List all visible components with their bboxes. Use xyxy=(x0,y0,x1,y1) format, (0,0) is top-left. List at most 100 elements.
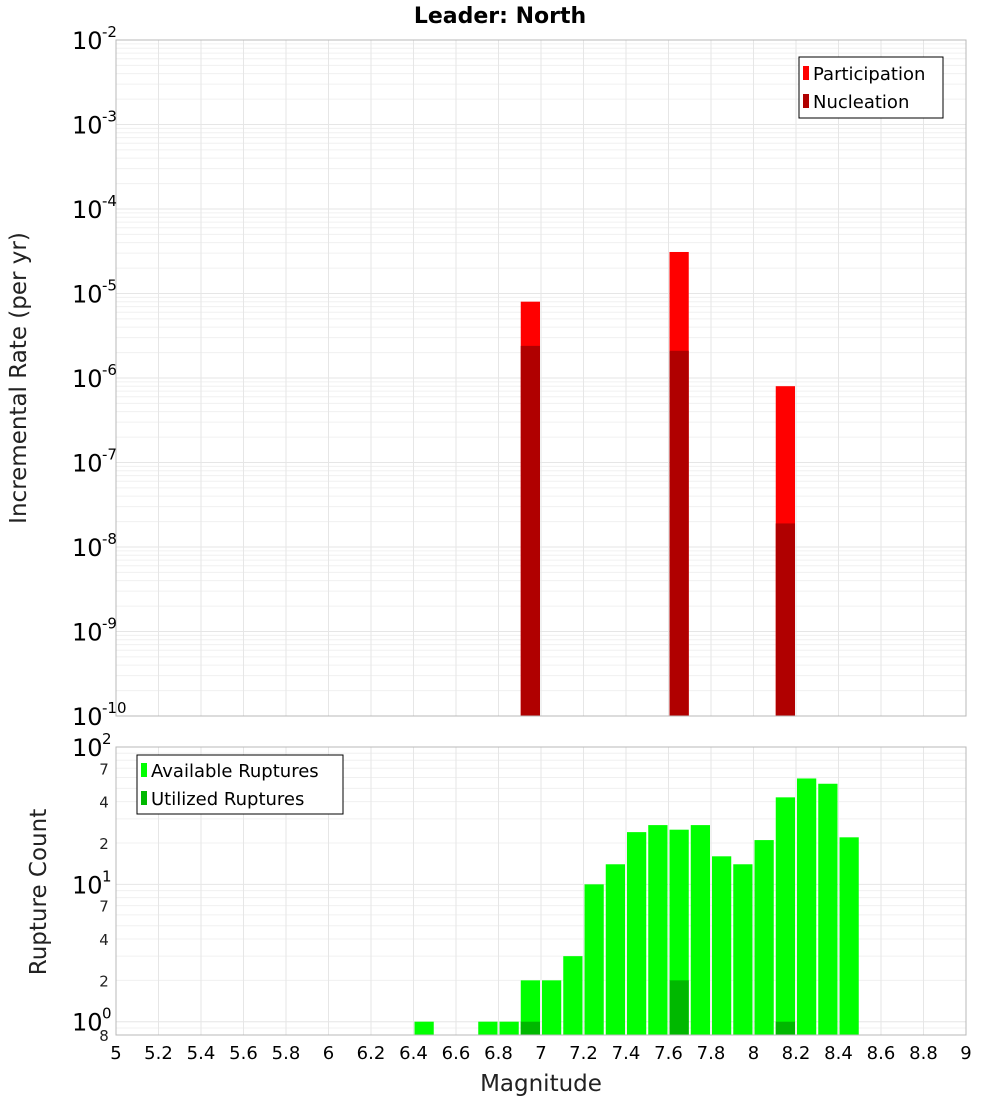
rate-bars xyxy=(520,251,795,717)
available-ruptures-bar xyxy=(690,825,710,1035)
available-ruptures-bar xyxy=(605,864,625,1035)
available-ruptures-bar xyxy=(797,778,817,1035)
utilized-ruptures-bar xyxy=(520,1021,540,1035)
x-tick-label: 7.6 xyxy=(654,1043,683,1064)
nucleation-legend-swatch xyxy=(803,94,809,108)
x-tick-label: 5.2 xyxy=(144,1043,173,1064)
rate-y-tick-exponent: -3 xyxy=(102,108,117,126)
count-y-tick-label: 10 xyxy=(72,871,103,899)
count-bars xyxy=(414,778,859,1035)
utilized-legend-label: Utilized Ruptures xyxy=(151,789,304,810)
utilized-ruptures-bar xyxy=(669,980,689,1035)
x-tick-label: 8.6 xyxy=(867,1043,896,1064)
x-tick-label: 5.8 xyxy=(272,1043,301,1064)
available-ruptures-bar xyxy=(839,837,859,1035)
chart-title: Leader: North xyxy=(414,4,586,29)
count-y-tick-label: 10 xyxy=(72,1009,103,1037)
x-tick-label: 6.2 xyxy=(357,1043,386,1064)
x-tick-label: 8 xyxy=(748,1043,759,1064)
available-ruptures-bar xyxy=(499,1021,519,1035)
count-legend: Available Ruptures Utilized Ruptures xyxy=(136,754,344,815)
x-axis-title: Magnitude xyxy=(480,1071,602,1097)
rate-legend: Participation Nucleation xyxy=(798,56,944,119)
x-tick-label: 8.2 xyxy=(782,1043,811,1064)
rate-y-tick-label: 10 xyxy=(72,619,103,647)
nucleation-bar xyxy=(669,350,689,716)
available-legend-label: Available Ruptures xyxy=(151,761,319,782)
rate-y-tick-exponent: -5 xyxy=(102,277,117,295)
count-y-minor-tick-label: 4 xyxy=(99,794,109,812)
count-y-axis-title: Rupture Count xyxy=(26,809,52,975)
available-ruptures-bar xyxy=(478,1021,498,1035)
rate-legend-box xyxy=(798,56,944,119)
x-tick-label: 5 xyxy=(110,1043,121,1064)
rate-y-tick-exponent: -2 xyxy=(102,23,117,41)
rate-y-tick-exponent: -9 xyxy=(102,615,117,633)
x-tick-label: 5.6 xyxy=(229,1043,258,1064)
x-tick-label: 6 xyxy=(323,1043,334,1064)
rate-grid xyxy=(115,39,967,717)
available-ruptures-bar xyxy=(584,884,604,1035)
x-tick-label: 7 xyxy=(535,1043,546,1064)
participation-legend-swatch xyxy=(803,66,809,80)
count-y-minor-tick-label: 7 xyxy=(99,760,109,778)
utilized-legend-swatch xyxy=(141,791,147,805)
available-ruptures-bar xyxy=(563,956,583,1035)
rate-y-tick-exponent: -8 xyxy=(102,530,117,548)
rate-y-tick-label: 10 xyxy=(72,196,103,224)
nucleation-bar xyxy=(520,345,540,716)
rate-plot-frame xyxy=(115,39,967,717)
count-x-ticks: 5 5.2 5.4 5.6 5.8 6 6.2 6.4 6.6 6.8 7 7.2 7.4 7.6 7.8 8… xyxy=(110,1043,971,1064)
available-ruptures-bar xyxy=(754,840,774,1035)
count-y-tick-label: 10 xyxy=(72,734,103,762)
rate-y-tick-label: 10 xyxy=(72,27,103,55)
available-ruptures-bar xyxy=(818,783,838,1035)
count-y-minor-tick-label: 7 xyxy=(99,898,109,916)
x-tick-label: 7.4 xyxy=(612,1043,641,1064)
available-ruptures-bar xyxy=(414,1021,434,1035)
count-y-tick-exponent: 0 xyxy=(102,1005,112,1023)
x-tick-label: 5.4 xyxy=(187,1043,216,1064)
available-legend-swatch xyxy=(141,763,147,777)
utilized-ruptures-bar xyxy=(775,1021,795,1035)
count-y-minor-tick-label: 2 xyxy=(99,972,109,990)
count-plot-frame xyxy=(115,746,967,1036)
count-y-minor-tick-label: 2 xyxy=(99,835,109,853)
rate-y-tick-label: 10 xyxy=(72,450,103,478)
available-ruptures-bar xyxy=(733,864,753,1035)
rate-y-tick-label: 10 xyxy=(72,703,103,731)
rate-y-tick-exponent: -7 xyxy=(102,446,117,464)
rate-y-tick-label: 10 xyxy=(72,534,103,562)
available-ruptures-bar xyxy=(520,980,540,1035)
nucleation-bar xyxy=(775,523,795,716)
count-y-minor-tick-label: 4 xyxy=(99,931,109,949)
count-y-minor-tick-label: 8 xyxy=(99,1027,109,1045)
available-ruptures-bar xyxy=(712,856,732,1035)
x-tick-label: 7.2 xyxy=(569,1043,598,1064)
rate-y-tick-exponent: -4 xyxy=(102,192,117,210)
count-y-tick-exponent: 1 xyxy=(102,867,112,885)
rate-y-tick-label: 10 xyxy=(72,112,103,140)
rate-y-tick-exponent: -10 xyxy=(102,699,127,717)
rate-y-tick-exponent: -6 xyxy=(102,361,117,379)
x-tick-label: 6.4 xyxy=(399,1043,428,1064)
x-tick-label: 8.8 xyxy=(909,1043,938,1064)
x-tick-label: 8.4 xyxy=(824,1043,853,1064)
rate-y-tick-label: 10 xyxy=(72,365,103,393)
x-tick-label: 6.6 xyxy=(442,1043,471,1064)
available-ruptures-bar xyxy=(542,980,562,1035)
count-y-tick-exponent: 2 xyxy=(102,730,112,748)
nucleation-legend-label: Nucleation xyxy=(813,92,909,113)
available-ruptures-bar xyxy=(648,825,668,1035)
available-ruptures-bar xyxy=(627,832,647,1035)
available-ruptures-bar xyxy=(775,797,795,1035)
x-tick-label: 7.8 xyxy=(697,1043,726,1064)
participation-legend-label: Participation xyxy=(813,64,925,85)
x-tick-label: 9 xyxy=(960,1043,971,1064)
x-tick-label: 6.8 xyxy=(484,1043,513,1064)
